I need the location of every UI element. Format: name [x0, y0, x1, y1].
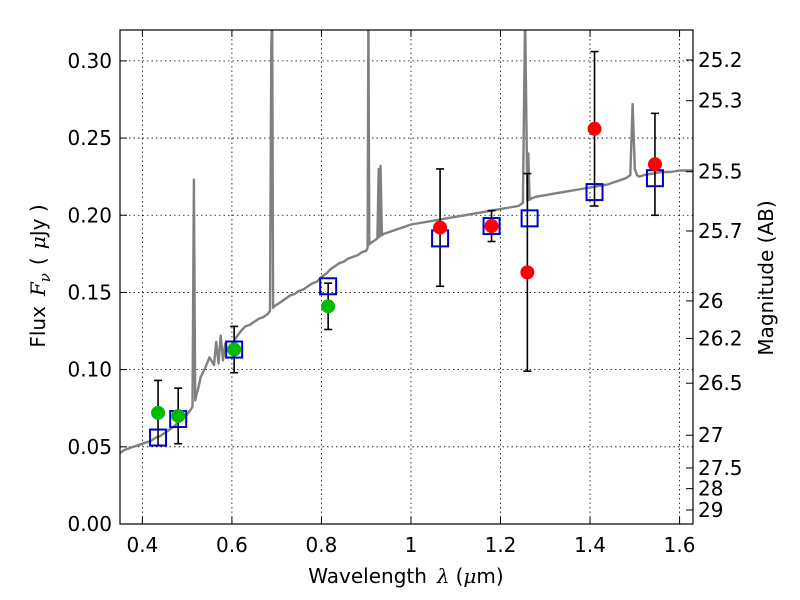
- observed-green-point: [227, 342, 242, 357]
- y-axis-title-symbol: F: [26, 281, 50, 297]
- y2-tick-label: 25.2: [698, 48, 743, 72]
- y-axis-title-prefix: Flux: [26, 306, 50, 348]
- y-axis-title-unit-rest: Jy ): [26, 204, 50, 238]
- x-tick-label: 1: [405, 533, 418, 557]
- x-axis-title-symbol: λ: [436, 564, 450, 588]
- observed-red-point: [484, 219, 499, 234]
- observed-green-point: [321, 299, 336, 314]
- spectrum-layer: [120, 30, 693, 454]
- y2-tick-label: 28: [698, 477, 723, 501]
- observed-red-point: [433, 220, 448, 235]
- y2-tick-label: 25.5: [698, 160, 743, 184]
- y2-tick-label: 26: [698, 289, 723, 313]
- y2-tick-label: 25.7: [698, 219, 743, 243]
- model-square-marker: [520, 209, 539, 228]
- model-square-marker: [225, 340, 244, 359]
- y2-tick-label: 29: [698, 498, 723, 522]
- spectrum-line: [120, 30, 693, 454]
- y-tick-label: 0.10: [67, 358, 112, 382]
- x-tick-label: 0.4: [126, 533, 158, 557]
- observed-red-point: [647, 157, 662, 172]
- x-axis-title-unit-rest: m): [476, 564, 503, 588]
- x-axis-title-unit-open: (: [456, 564, 464, 588]
- tick-layer: 0.4 0.6 0.8 1 1.2 1.4 1.6 0.00 0.05 0.10 0.15 0.20 0…: [67, 30, 743, 557]
- model-square-marker: [149, 428, 168, 447]
- model-square-marker: [482, 217, 501, 236]
- y-tick-label: 0.25: [67, 126, 112, 150]
- y2-tick-label: 25.3: [698, 89, 743, 113]
- y2-tick-label: 26.2: [698, 326, 743, 350]
- x-tick-label: 1.2: [485, 533, 517, 557]
- y2-tick-label: 26.5: [698, 371, 743, 395]
- y-axis-title-subscript: ν: [36, 273, 54, 282]
- y2-tick-label: 27.5: [698, 456, 743, 480]
- x-tick-label: 1.4: [574, 533, 606, 557]
- y2-tick-label: 27: [698, 423, 723, 447]
- y-axis-title-unit-open: (: [26, 257, 50, 265]
- plot-background: [120, 30, 693, 524]
- observed-green-point: [171, 408, 186, 423]
- x-axis-title: Wavelength λ (μm): [308, 564, 503, 588]
- grid: [120, 30, 693, 524]
- observed-green-point: [151, 405, 166, 420]
- y-tick-label: 0.20: [67, 203, 112, 227]
- y-tick-label: 0.05: [67, 435, 112, 459]
- y-tick-label: 0.30: [67, 49, 112, 73]
- x-axis-title-prefix: Wavelength: [308, 564, 427, 588]
- plot-frame: [119, 29, 694, 525]
- marker-layer: [149, 50, 664, 447]
- y2-axis-title: Magnitude (AB): [754, 200, 778, 355]
- x-axis-title-unit-mu: μ: [463, 564, 476, 588]
- y-tick-label: 0.00: [67, 512, 112, 536]
- model-square-marker: [319, 277, 338, 296]
- x-tick-label: 0.8: [306, 533, 338, 557]
- x-tick-label: 1.6: [664, 533, 696, 557]
- observed-red-point: [587, 121, 602, 136]
- observed-red-point: [520, 265, 535, 280]
- y-axis-title: Flux Fν ( μJy ): [26, 204, 54, 347]
- y-axis-title-unit-mu: μ: [26, 236, 50, 249]
- x-tick-label: 0.6: [216, 533, 248, 557]
- y-tick-label: 0.15: [67, 280, 112, 304]
- model-square-marker: [585, 183, 604, 202]
